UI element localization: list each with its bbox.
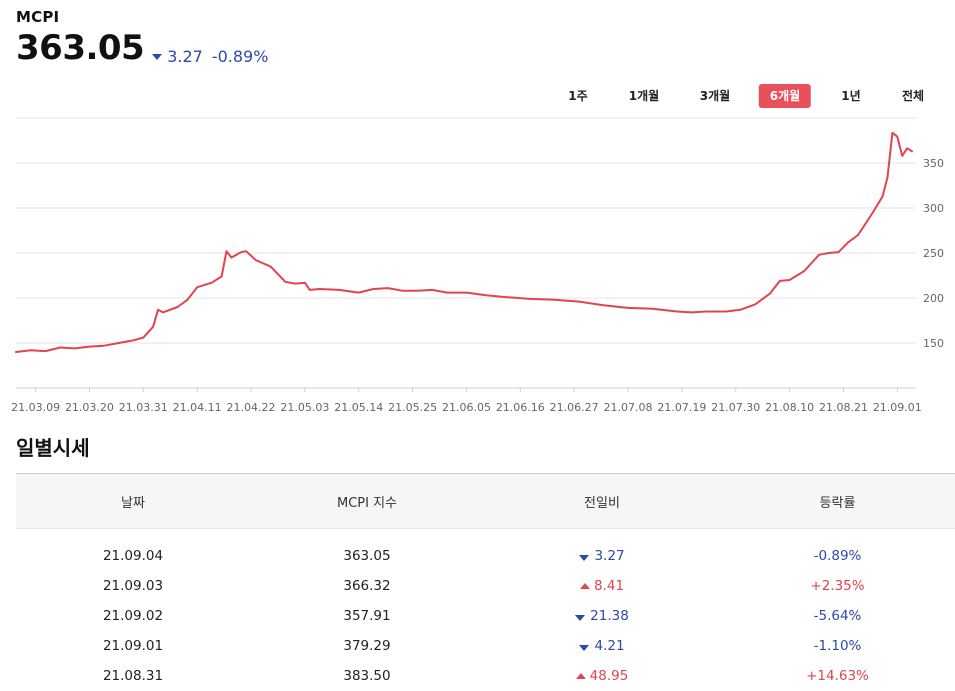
price-line-chart: 150 200 250 300 350 21.03.09 21.03.20 21.03.31 2… xyxy=(11,117,944,414)
x-tick-label: 21.03.20 xyxy=(65,401,114,414)
x-tick-label: 21.06.16 xyxy=(496,401,545,414)
down-triangle-icon xyxy=(579,645,590,651)
row-index: 379.29 xyxy=(343,638,391,654)
row-index: 383.50 xyxy=(343,668,391,684)
price-header: MCPI 363.05 3.27 -0.89% xyxy=(16,8,268,68)
row-date: 21.09.02 xyxy=(102,608,164,624)
row-change-value: 48.95 xyxy=(589,668,629,684)
row-index: 357.91 xyxy=(343,608,391,624)
row-change-value: 21.38 xyxy=(590,608,629,624)
y-tick-label: 350 xyxy=(923,157,944,170)
daily-section-title: 일별시세 xyxy=(16,436,90,460)
row-rate: -0.89% xyxy=(813,548,862,564)
series-line xyxy=(15,131,913,353)
up-triangle-icon xyxy=(575,673,586,679)
down-triangle-icon xyxy=(575,615,586,621)
x-tick-label: 21.07.30 xyxy=(711,401,760,414)
range-1y-button[interactable]: 1년 xyxy=(841,89,861,103)
y-tick-label: 200 xyxy=(923,292,944,305)
x-tick-label: 21.06.27 xyxy=(550,401,599,414)
row-date: 21.09.04 xyxy=(102,548,164,564)
x-tick-label: 21.08.10 xyxy=(765,401,814,414)
x-tick-label: 21.06.05 xyxy=(442,401,491,414)
row-change: 48.95 xyxy=(484,668,720,684)
table-body: 21.09.04 363.05 3.27 -0.89% 21.09.03 366.32 8.… xyxy=(16,529,955,691)
change-percent: -0.89% xyxy=(211,46,269,66)
y-tick-label: 250 xyxy=(923,247,944,260)
row-change-value: 4.21 xyxy=(594,638,625,654)
table-row: 21.09.03 366.32 8.41 +2.35% xyxy=(16,571,955,601)
change-value: 3.27 xyxy=(167,46,203,66)
index-name: MCPI xyxy=(16,8,60,26)
y-tick-label: 300 xyxy=(923,202,944,215)
row-change: 4.21 xyxy=(484,638,720,654)
row-date: 21.08.31 xyxy=(102,668,164,684)
x-tick-label: 21.07.08 xyxy=(604,401,653,414)
col-rate-header: 등락률 xyxy=(819,495,856,511)
y-tick-label: 150 xyxy=(923,337,944,350)
row-date: 21.09.03 xyxy=(102,578,164,594)
col-index-header: MCPI 지수 xyxy=(336,495,398,511)
period-selector: 1주 1개월 3개월 6개월 1년 전체 xyxy=(0,84,955,108)
x-tick-label: 21.05.14 xyxy=(334,401,383,414)
x-tick-label: 21.05.25 xyxy=(388,401,437,414)
price-change: 3.27 -0.89% xyxy=(152,47,268,66)
range-6m-button[interactable]: 6개월 xyxy=(758,84,812,108)
x-tick-label: 21.04.11 xyxy=(173,401,222,414)
table-row: 21.08.31 383.50 48.95 +14.63% xyxy=(16,661,955,691)
range-3m-button[interactable]: 3개월 xyxy=(699,89,731,103)
x-tick-label: 21.03.31 xyxy=(119,401,168,414)
daily-price-table: 날짜 MCPI 지수 전일비 등락률 21.09.04 363.05 3.27 -0.… xyxy=(16,473,955,691)
row-rate: +2.35% xyxy=(810,578,865,594)
row-change: 21.38 xyxy=(484,608,720,624)
row-change: 3.27 xyxy=(484,548,720,564)
x-tick-label: 21.07.19 xyxy=(657,401,706,414)
row-rate: -5.64% xyxy=(813,608,862,624)
x-tick-label: 21.09.01 xyxy=(873,401,922,414)
price-row: 363.05 3.27 -0.89% xyxy=(16,28,268,68)
col-date-header: 날짜 xyxy=(121,495,145,511)
range-all-button[interactable]: 전체 xyxy=(901,89,925,103)
table-header: 날짜 MCPI 지수 전일비 등락률 xyxy=(16,473,955,529)
table-row: 21.09.02 357.91 21.38 -5.64% xyxy=(16,601,955,631)
row-rate: +14.63% xyxy=(806,668,869,684)
col-change-header: 전일비 xyxy=(584,495,620,511)
down-triangle-icon xyxy=(579,555,590,561)
x-tick-label: 21.05.03 xyxy=(280,401,329,414)
row-rate: -1.10% xyxy=(813,638,862,654)
x-tick-label: 21.04.22 xyxy=(227,401,276,414)
range-1w-button[interactable]: 1주 xyxy=(568,89,588,103)
row-change-value: 3.27 xyxy=(594,548,625,564)
row-date: 21.09.01 xyxy=(102,638,164,654)
range-1m-button[interactable]: 1개월 xyxy=(628,89,660,103)
current-price: 363.05 xyxy=(16,28,145,68)
x-tick-label: 21.08.21 xyxy=(819,401,868,414)
row-index: 366.32 xyxy=(343,578,391,594)
row-change-value: 8.41 xyxy=(593,578,625,594)
row-index: 363.05 xyxy=(343,548,391,564)
x-tick-label: 21.03.09 xyxy=(11,401,60,414)
down-triangle-icon xyxy=(152,54,163,60)
row-change: 8.41 xyxy=(484,578,720,594)
table-row: 21.09.01 379.29 4.21 -1.10% xyxy=(16,631,955,661)
up-triangle-icon xyxy=(579,583,590,589)
table-row: 21.09.04 363.05 3.27 -0.89% xyxy=(16,541,955,571)
